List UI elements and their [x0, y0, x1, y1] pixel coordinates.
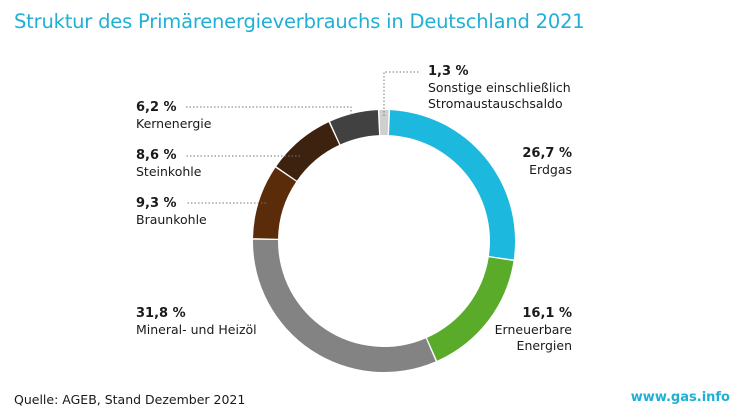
donut-segment-1	[388, 110, 516, 260]
donut-segment-5	[276, 122, 340, 181]
donut-segment-2	[426, 257, 514, 361]
leader-line-6	[186, 106, 352, 115]
category-label-erdgas: Erdgas	[529, 162, 572, 177]
donut-segment-3	[252, 239, 436, 372]
chart-title: Struktur des Primärenergieverbrauchs in …	[14, 10, 585, 33]
category-label-sonstige-line2: Stromaustauschsaldo	[428, 96, 563, 111]
category-label-erneuerbare-line2: Energien	[516, 338, 572, 353]
value-label-steinkohle: 8,6 %	[136, 148, 177, 163]
label-mineraloel: 31,8 % Mineral- und Heizöl	[136, 306, 257, 338]
category-label-steinkohle: Steinkohle	[136, 164, 202, 179]
category-label-sonstige-line1: Sonstige einschließlich	[428, 80, 571, 95]
value-label-mineraloel: 31,8 %	[136, 306, 186, 321]
label-steinkohle: 8,6 % Steinkohle	[136, 148, 201, 180]
value-label-erneuerbare: 16,1 %	[522, 306, 572, 321]
category-label-erneuerbare-line1: Erneuerbare	[494, 322, 572, 337]
value-label-erdgas: 26,7 %	[522, 146, 572, 161]
label-braunkohle: 9,3 % Braunkohle	[136, 196, 207, 228]
label-erdgas: 26,7 % Erdgas	[522, 146, 572, 178]
label-erneuerbare: 16,1 % Erneuerbare Energien	[495, 306, 572, 354]
value-label-braunkohle: 9,3 %	[136, 196, 177, 211]
value-label-sonstige: 1,3 %	[428, 64, 469, 79]
source-note: Quelle: AGEB, Stand Dezember 2021	[14, 392, 246, 407]
donut-segment-6	[330, 110, 380, 145]
category-label-mineraloel: Mineral- und Heizöl	[136, 322, 257, 337]
label-sonstige: 1,3 % Sonstige einschließlich Stromausta…	[428, 64, 571, 112]
category-label-kernenergie: Kernenergie	[136, 116, 212, 131]
category-label-braunkohle: Braunkohle	[136, 212, 207, 227]
leader-line-0	[383, 71, 420, 116]
donut-segment-4	[253, 167, 297, 239]
brand-link[interactable]: www.gas.info	[630, 390, 730, 405]
value-label-kernenergie: 6,2 %	[136, 100, 177, 115]
donut-segment-0	[379, 110, 389, 136]
label-kernenergie: 6,2 % Kernenergie	[136, 100, 211, 132]
